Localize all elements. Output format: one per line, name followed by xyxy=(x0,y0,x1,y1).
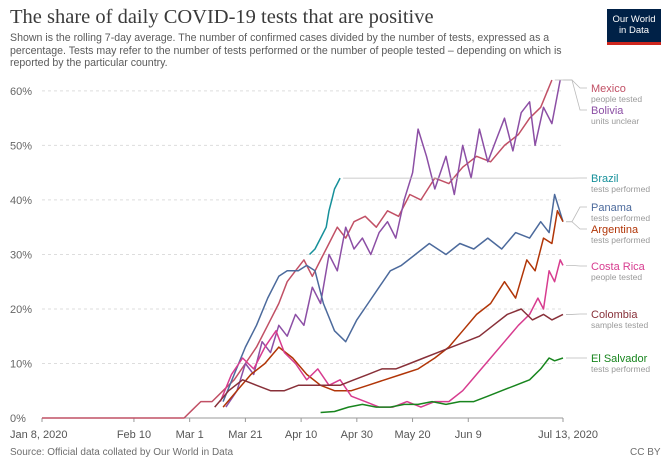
series-note-brazil: tests performed xyxy=(591,184,650,194)
series-label-mexico: Mexico xyxy=(591,83,626,95)
label-connector xyxy=(566,264,587,267)
chart-title: The share of daily COVID-19 tests that a… xyxy=(10,6,434,28)
label-connector xyxy=(563,79,587,111)
label-connectors xyxy=(343,79,587,359)
series-line-colombia xyxy=(214,308,564,408)
y-tick-label: 50% xyxy=(10,140,32,152)
x-tick-label: Feb 10 xyxy=(117,429,151,441)
series-label-bolivia: Bolivia xyxy=(591,105,624,117)
label-connector xyxy=(566,206,587,223)
x-tick-label: Apr 30 xyxy=(341,429,373,441)
x-tick-label: May 20 xyxy=(395,429,431,441)
series-label-el-salvador: El Salvador xyxy=(591,353,648,365)
x-tick-label: Jul 13, 2020 xyxy=(538,429,598,441)
logo-accent-bar xyxy=(607,42,661,45)
series-note-costa-rica: people tested xyxy=(591,272,642,282)
series-label-panama: Panama xyxy=(591,202,633,214)
series-note-mexico: people tested xyxy=(591,94,642,104)
series-line-bolivia xyxy=(225,79,561,408)
series-label-colombia: Colombia xyxy=(591,309,638,321)
source-note: Source: Official data collated by Our Wo… xyxy=(10,447,234,458)
y-tick-label: 30% xyxy=(10,249,32,261)
x-tick-label: Apr 10 xyxy=(285,429,317,441)
series-label-brazil: Brazil xyxy=(591,173,619,185)
series-line-panama xyxy=(222,193,564,402)
series-note-panama: tests performed xyxy=(591,213,650,223)
y-tick-label: 0% xyxy=(10,413,26,425)
y-axis-ticks: 0% 10% 20% 30% 40% 50% 60% xyxy=(10,86,32,425)
y-tick-label: 40% xyxy=(10,195,32,207)
x-tick-label: Mar 21 xyxy=(228,429,262,441)
label-connector xyxy=(566,221,587,230)
series-label-argentina: Argentina xyxy=(591,224,639,236)
series-label-costa-rica: Costa Rica xyxy=(591,261,646,273)
y-tick-label: 10% xyxy=(10,358,32,370)
series-note-el-salvador: tests performed xyxy=(591,364,650,374)
series-note-bolivia: units unclear xyxy=(591,116,639,126)
logo-line-2: in Data xyxy=(618,25,650,36)
series-note-colombia: samples tested xyxy=(591,320,648,330)
y-tick-label: 20% xyxy=(10,304,32,316)
series-line-el-salvador xyxy=(320,357,564,414)
series-note-argentina: tests performed xyxy=(591,235,650,245)
series-line-costa-rica xyxy=(219,259,564,408)
series-line-mexico xyxy=(42,79,553,419)
series-lines xyxy=(42,79,564,419)
chart-subtitle: Shown is the rolling 7-day average. The … xyxy=(10,32,562,70)
series-line-brazil xyxy=(308,177,341,256)
x-tick-label: Jun 9 xyxy=(455,429,482,441)
owid-logo[interactable]: Our World in Data xyxy=(607,9,661,45)
y-tick-label: 60% xyxy=(10,86,32,98)
license-link[interactable]: CC BY xyxy=(630,447,661,458)
x-tick-label: Mar 1 xyxy=(176,429,204,441)
x-tick-label: Jan 8, 2020 xyxy=(10,429,68,441)
logo-line-1: Our World xyxy=(612,14,656,25)
x-axis-ticks: Jan 8, 2020 Feb 10 Mar 1 Mar 21 Apr 10 Apr 30… xyxy=(10,418,598,441)
